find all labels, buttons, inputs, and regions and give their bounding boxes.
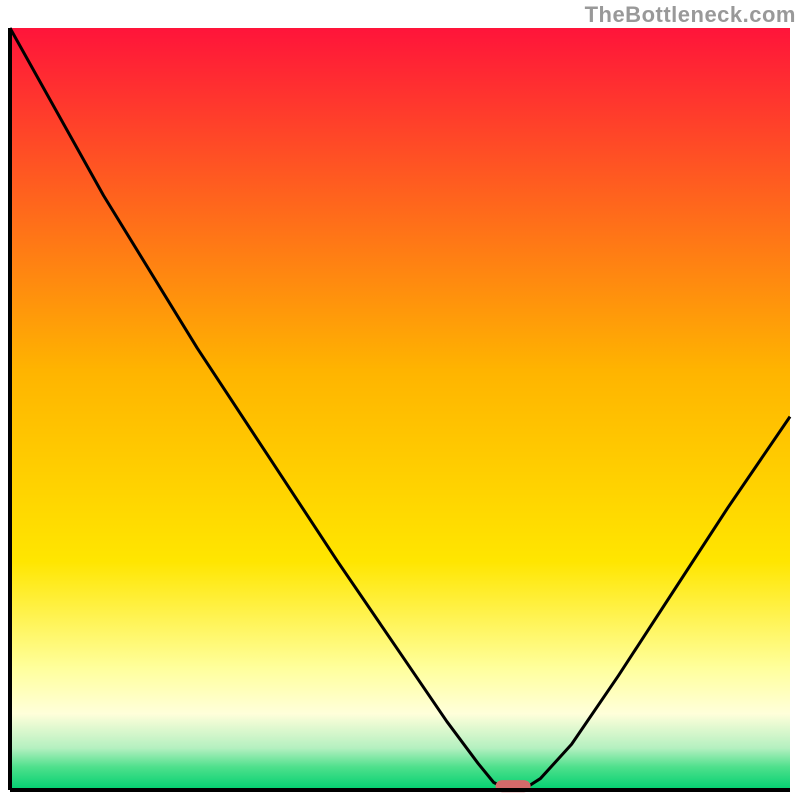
gradient-background <box>10 28 790 790</box>
bottleneck-chart <box>0 0 800 800</box>
chart-container: TheBottleneck.com <box>0 0 800 800</box>
watermark-text: TheBottleneck.com <box>585 2 796 28</box>
